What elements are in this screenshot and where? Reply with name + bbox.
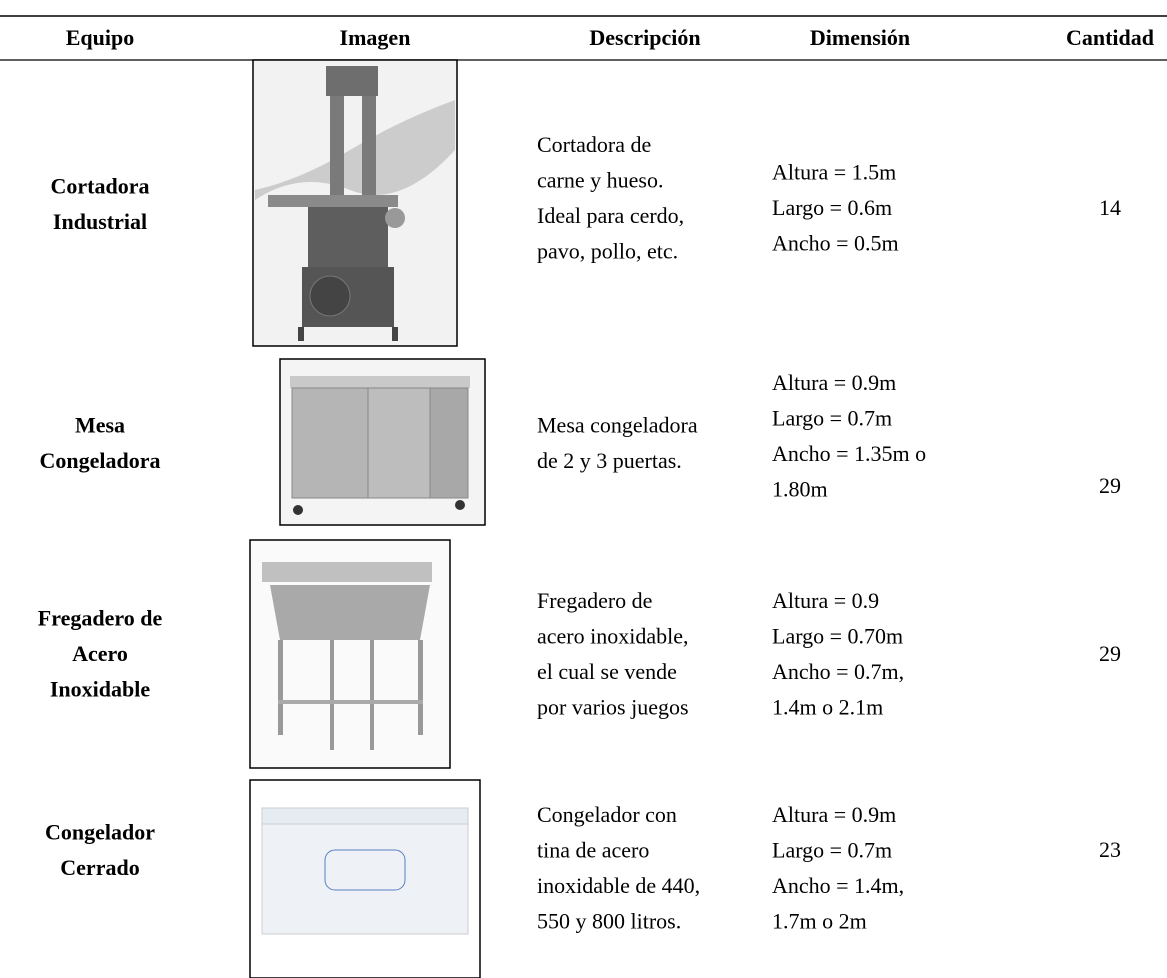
equipment-name: Cortadora <box>51 173 150 198</box>
description: Congelador con <box>537 802 677 827</box>
dimension: Largo = 0.7m <box>772 837 892 862</box>
dimension: 1.7m o 2m <box>772 908 867 933</box>
quantity: 29 <box>1099 641 1121 666</box>
dimension: Altura = 0.9 <box>772 588 879 613</box>
dimension: Ancho = 1.4m, <box>772 873 904 898</box>
equipment-name: Inoxidable <box>50 677 150 702</box>
equipment-name: Congelador <box>45 819 155 844</box>
equipment-name: Congeladora <box>40 448 161 473</box>
equipment-name: Acero <box>72 641 128 666</box>
description: tina de acero <box>537 837 649 862</box>
description: Cortadora de <box>537 132 651 157</box>
dimension: Ancho = 1.35m o <box>772 441 926 466</box>
description: Ideal para cerdo, <box>537 203 684 228</box>
quantity: 23 <box>1099 837 1121 862</box>
column-header: Dimensión <box>810 25 910 50</box>
dimension: Largo = 0.7m <box>772 405 892 430</box>
description: carne y hueso. <box>537 167 663 192</box>
description: inoxidable de 440, <box>537 873 700 898</box>
dimension: 1.4m o 2.1m <box>772 694 883 719</box>
image-sink <box>249 539 451 769</box>
column-header: Cantidad <box>1066 25 1154 50</box>
column-header: Imagen <box>340 25 411 50</box>
dimension: Largo = 0.70m <box>772 623 903 648</box>
column-header: Descripción <box>589 25 700 50</box>
description: por varios juegos <box>537 694 689 719</box>
equipment-name: Industrial <box>53 209 147 234</box>
dimension: Ancho = 0.5m <box>772 231 899 256</box>
dimension: Largo = 0.6m <box>772 195 892 220</box>
equipment-name: Fregadero de <box>38 606 163 631</box>
equipment-name: Mesa <box>75 412 125 437</box>
description: pavo, pollo, etc. <box>537 238 678 263</box>
dimension: Altura = 1.5m <box>772 160 896 185</box>
image-freezer-table <box>279 358 486 526</box>
equipment-name: Cerrado <box>60 855 139 880</box>
dimension: Altura = 0.9m <box>772 370 896 395</box>
quantity: 29 <box>1099 473 1121 498</box>
description: Mesa congeladora <box>537 412 698 437</box>
image-chest-freezer <box>249 779 481 978</box>
description: 550 y 800 litros. <box>537 908 681 933</box>
image-band-saw <box>252 59 458 347</box>
description: acero inoxidable, <box>537 623 689 648</box>
description: el cual se vende <box>537 659 677 684</box>
dimension: Altura = 0.9m <box>772 802 896 827</box>
column-header: Equipo <box>66 25 135 50</box>
dimension: Ancho = 0.7m, <box>772 659 904 684</box>
dimension: 1.80m <box>772 476 828 501</box>
description: Fregadero de <box>537 588 652 613</box>
quantity: 14 <box>1099 195 1121 220</box>
description: de 2 y 3 puertas. <box>537 448 682 473</box>
